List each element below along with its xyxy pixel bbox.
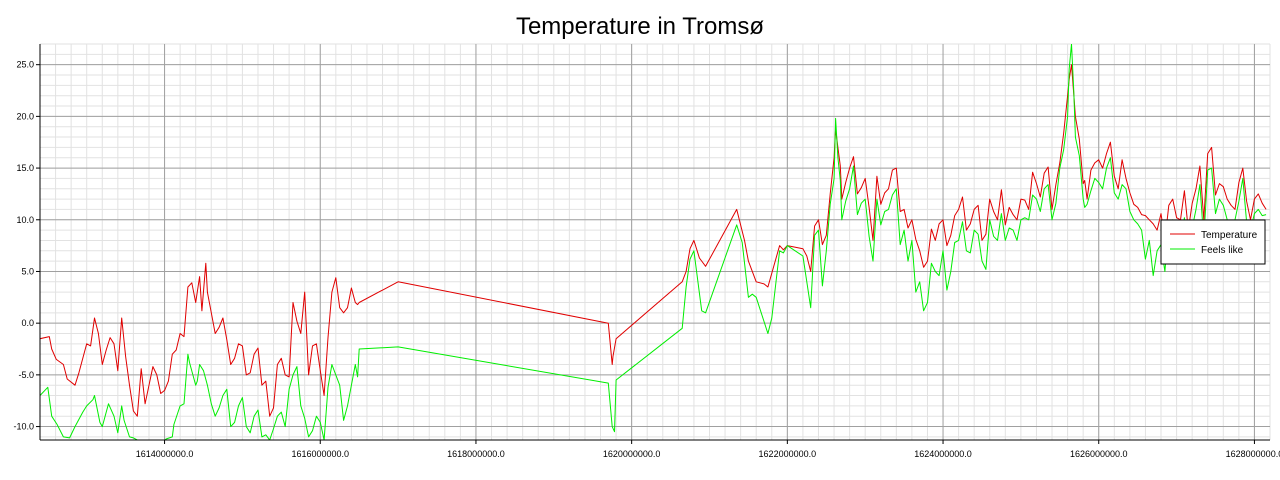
x-axis-ticks: 1614000000.0 1616000000.0 1618000000.0 1620… [136,440,1280,459]
x-tick-label: 1624000000.0 [914,449,972,459]
legend: Temperature Feels like [1160,219,1266,265]
major-gridlines [40,44,1270,440]
y-axis-ticks: -10.0 -5.0 0.0 5.0 10.0 15.0 20.0 25.0 [13,60,40,432]
x-tick-label: 1618000000.0 [447,449,505,459]
chart-title: Temperature in Tromsø [516,13,764,40]
x-tick-label: 1622000000.0 [759,449,817,459]
y-tick-label: -10.0 [13,422,34,432]
x-tick-label: 1628000000.0 [1226,449,1280,459]
y-tick-label: 0.0 [21,318,34,328]
y-tick-label: 20.0 [16,111,34,121]
legend-label-feels-like: Feels like [1201,245,1244,256]
y-tick-label: -5.0 [18,370,34,380]
y-tick-label: 25.0 [16,60,34,70]
series-line-temperature [40,64,1267,417]
y-tick-label: 5.0 [21,266,34,276]
x-tick-label: 1620000000.0 [603,449,661,459]
x-tick-label: 1614000000.0 [136,449,194,459]
x-tick-label: 1616000000.0 [291,449,349,459]
series-layer [40,44,1267,440]
legend-box [1160,219,1266,265]
legend-label-temperature: Temperature [1201,230,1258,241]
x-tick-label: 1626000000.0 [1070,449,1128,459]
series-line-feels-like [40,44,1267,440]
y-tick-label: 15.0 [16,163,34,173]
y-tick-label: 10.0 [16,215,34,225]
